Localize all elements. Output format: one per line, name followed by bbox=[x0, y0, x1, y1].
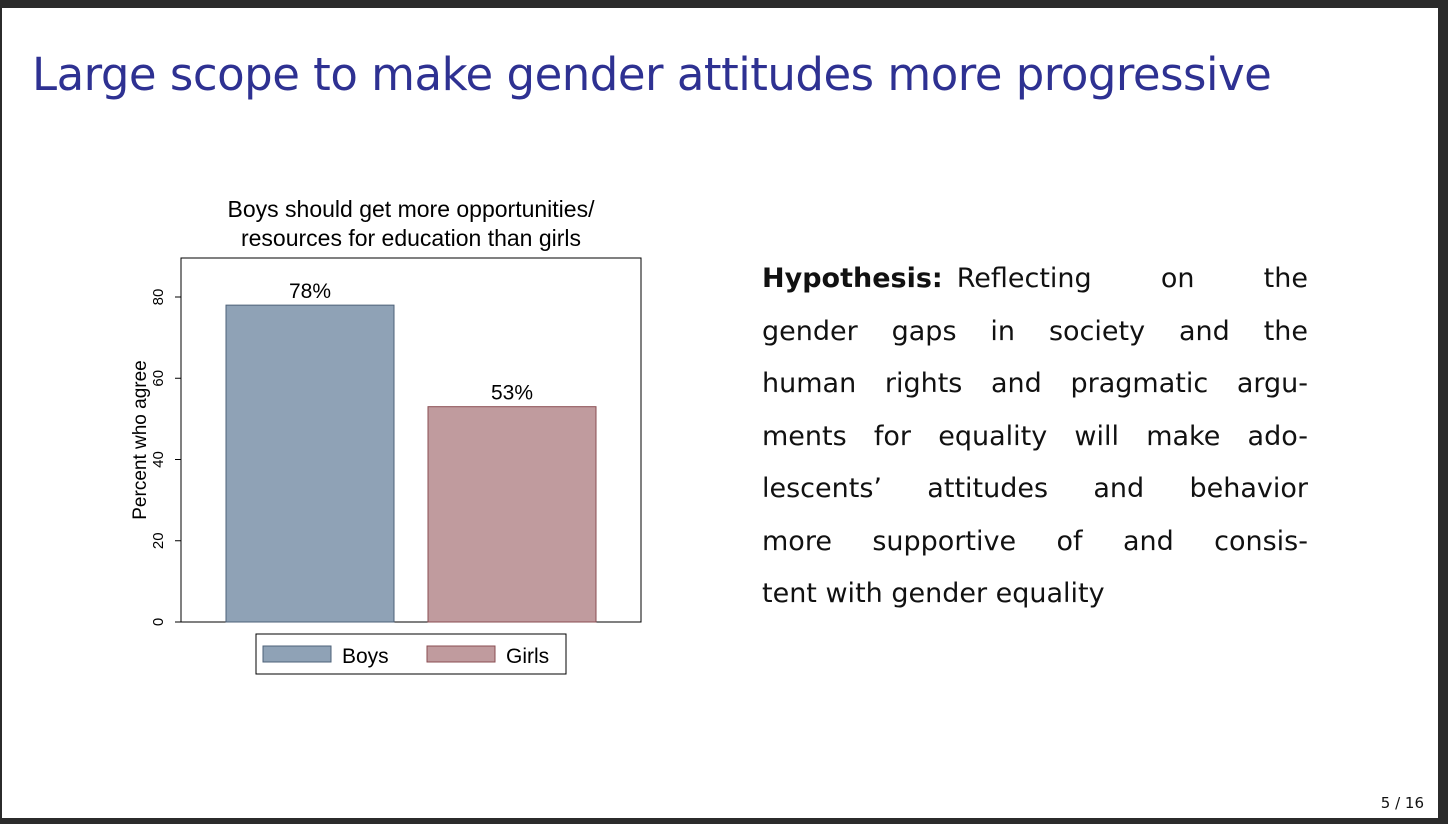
hypothesis-line: ments for equality will make ado- bbox=[762, 420, 1308, 452]
y-axis-title: Percent who agree bbox=[130, 360, 151, 520]
data-label: 78% bbox=[289, 280, 331, 303]
legend-label: Girls bbox=[506, 645, 549, 668]
hypothesis-line: gender gaps in society and the bbox=[762, 315, 1308, 347]
plot-area bbox=[180, 257, 642, 623]
hypothesis-line: lescents’ attitudes and behavior bbox=[762, 473, 1308, 504]
chart-title: resources for education than girls bbox=[241, 225, 581, 251]
slide-title: Large scope to make gender attitudes mor… bbox=[32, 48, 1272, 101]
legend-swatch bbox=[262, 645, 332, 663]
y-tick-label: 40 bbox=[150, 451, 167, 468]
page-number: 5 / 16 bbox=[1380, 794, 1424, 812]
hypothesis-line: Hypothesis: Reflecting on the bbox=[762, 253, 1308, 306]
legend-label: Boys bbox=[342, 645, 389, 668]
y-tick-label: 0 bbox=[150, 618, 167, 626]
y-tick-label: 60 bbox=[150, 370, 167, 387]
hypothesis-label: Hypothesis: bbox=[762, 263, 943, 294]
hypothesis-text: Reflecting on the bbox=[956, 263, 1308, 294]
legend-swatch bbox=[426, 645, 496, 663]
bar bbox=[225, 304, 395, 623]
hypothesis-line: tent with gender equality bbox=[762, 578, 1105, 609]
hypothesis-line: human rights and pragmatic argu- bbox=[762, 368, 1308, 399]
y-tick-label: 80 bbox=[150, 289, 167, 306]
data-label: 53% bbox=[491, 382, 533, 405]
bar bbox=[427, 406, 597, 623]
hypothesis: Hypothesis: Reflecting on the gender gaps … bbox=[762, 253, 1308, 621]
y-tick-label: 20 bbox=[150, 532, 167, 549]
chart-title: Boys should get more opportunities/ bbox=[228, 196, 596, 222]
hypothesis-line: more supportive of and consis- bbox=[762, 525, 1308, 557]
